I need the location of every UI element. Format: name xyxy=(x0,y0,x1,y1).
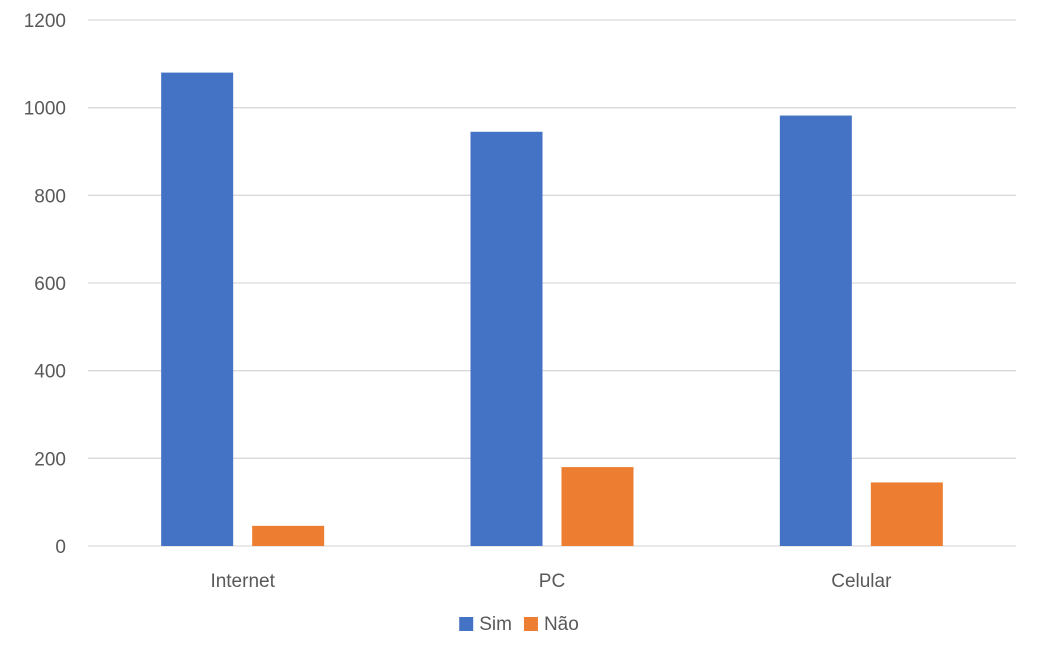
bar-celular-sim xyxy=(779,115,852,546)
y-tick-label-200: 200 xyxy=(34,449,66,470)
x-tick-label-pc: PC xyxy=(539,571,565,592)
legend-swatch-não xyxy=(523,617,538,631)
y-tick-label-1200: 1200 xyxy=(24,11,66,32)
bar-pc-não xyxy=(561,467,634,546)
legend-label-não: Não xyxy=(544,614,579,635)
y-axis-tick-labels: 0 200 400 600 800 1000 1200 xyxy=(24,11,66,558)
x-tick-label-internet: Internet xyxy=(210,571,275,592)
y-tick-label-1000: 1000 xyxy=(24,99,66,120)
y-tick-label-800: 800 xyxy=(34,186,66,207)
x-axis-tick-labels: Internet PC Celular xyxy=(210,571,892,592)
bar-pc-sim xyxy=(470,131,543,546)
y-tick-label-400: 400 xyxy=(34,362,66,383)
bar-internet-não xyxy=(252,525,325,546)
gridlines xyxy=(88,19,1016,547)
legend-swatch-sim xyxy=(459,617,474,631)
y-tick-label-600: 600 xyxy=(34,274,66,295)
bar-internet-sim xyxy=(161,72,234,546)
legend-label-sim: Sim xyxy=(479,614,512,635)
legend: Sim Não xyxy=(459,614,579,635)
bars xyxy=(161,72,943,546)
x-tick-label-celular: Celular xyxy=(831,571,892,592)
y-tick-label-0: 0 xyxy=(55,537,66,558)
bar-celular-não xyxy=(870,482,943,546)
